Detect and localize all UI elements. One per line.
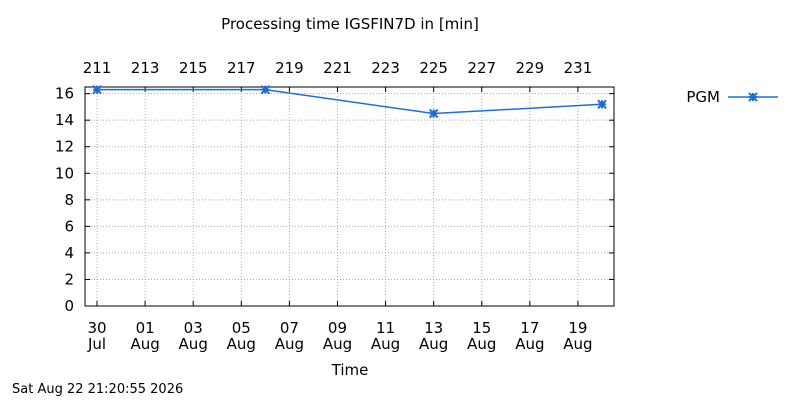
- data-point: [92, 84, 102, 95]
- x-tick-label-day: 03: [184, 319, 203, 337]
- x-tick-label-day: 05: [232, 319, 251, 337]
- plot-frame: [84, 86, 615, 307]
- y-tick-label: 4: [64, 244, 74, 262]
- y-tick-label: 2: [64, 270, 74, 288]
- x-tick-label-top: 225: [419, 59, 448, 77]
- x-tick-label-top: 231: [564, 59, 593, 77]
- x-tick-label-month: Aug: [419, 335, 448, 353]
- x-tick-label-day: 01: [136, 319, 155, 337]
- x-tick-label-top: 227: [467, 59, 496, 77]
- y-tick-label: 6: [64, 217, 74, 235]
- series-line-pgm: [97, 88, 603, 115]
- legend-label-pgm: PGM: [686, 88, 720, 106]
- x-tick-label-top: 215: [179, 59, 208, 77]
- data-point: [260, 84, 271, 95]
- x-tick-label-month: Aug: [515, 335, 544, 353]
- x-tick-label-top: 217: [227, 59, 256, 77]
- x-tick-label-day: 13: [424, 319, 443, 337]
- x-tick-label-top: 221: [323, 59, 352, 77]
- x-tick-label-month: Aug: [371, 335, 400, 353]
- x-tick-label-month: Aug: [323, 335, 352, 353]
- axes: 024681012141621130Jul21301Aug21503Aug217…: [55, 59, 614, 353]
- x-tick-label-day: 17: [520, 319, 539, 337]
- x-tick-label-top: 223: [371, 59, 400, 77]
- grid: [85, 87, 614, 307]
- x-tick-label-top: 211: [83, 59, 112, 77]
- x-tick-label-top: 213: [131, 59, 160, 77]
- x-tick-label-month: Jul: [87, 335, 106, 353]
- y-tick-label: 16: [55, 85, 74, 103]
- footer-timestamp: Sat Aug 22 21:20:55 2026: [12, 382, 184, 397]
- x-tick-label-month: Aug: [179, 335, 208, 353]
- x-tick-label-day: 19: [568, 319, 587, 337]
- y-tick-label: 12: [55, 138, 74, 156]
- legend-marker-pgm: [748, 92, 758, 102]
- y-tick-label: 8: [64, 191, 74, 209]
- x-tick-label-day: 11: [376, 319, 395, 337]
- y-tick-label: 0: [64, 297, 74, 315]
- x-tick-label-month: Aug: [563, 335, 592, 353]
- data-point: [597, 99, 607, 109]
- x-tick-label-day: 07: [280, 319, 299, 337]
- legend: PGM: [686, 88, 778, 106]
- x-tick-label-month: Aug: [275, 335, 304, 353]
- x-tick-label-month: Aug: [227, 335, 256, 353]
- chart-title: Processing time IGSFIN7D in [min]: [221, 15, 479, 33]
- x-tick-label-day: 15: [472, 319, 491, 337]
- y-tick-label: 14: [55, 111, 74, 129]
- chart: Processing time IGSFIN7D in [min] 0 2 4 6 8 1…: [55, 15, 778, 379]
- x-tick-label-top: 229: [516, 59, 545, 77]
- series-layer: [92, 84, 607, 119]
- x-tick-label-month: Aug: [130, 335, 159, 353]
- x-axis-label: Time: [331, 361, 369, 379]
- y-tick-label: 10: [55, 164, 74, 182]
- x-tick-label-month: Aug: [467, 335, 496, 353]
- x-tick-label-day: 09: [328, 319, 347, 337]
- x-tick-label-day: 30: [87, 319, 106, 337]
- data-point: [428, 108, 439, 119]
- x-tick-label-top: 219: [275, 59, 304, 77]
